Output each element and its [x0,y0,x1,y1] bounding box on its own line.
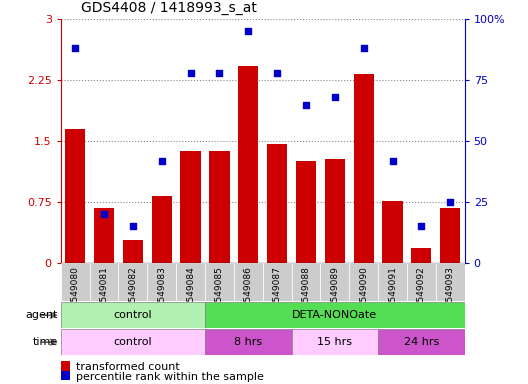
Text: GDS4408 / 1418993_s_at: GDS4408 / 1418993_s_at [81,2,257,15]
Text: GSM549092: GSM549092 [417,266,426,321]
Text: percentile rank within the sample: percentile rank within the sample [76,372,263,382]
Text: transformed count: transformed count [76,362,179,372]
Point [129,223,137,230]
Point [331,94,339,100]
Bar [118,263,147,301]
Bar [61,302,205,328]
Point [446,199,455,205]
Text: 8 hrs: 8 hrs [234,337,262,347]
Text: GSM549088: GSM549088 [301,266,310,321]
Point [71,45,79,51]
Bar [209,151,230,263]
Point [100,211,108,217]
Point [244,28,252,35]
Text: GSM549090: GSM549090 [359,266,368,321]
Bar [354,74,374,263]
Text: GSM549093: GSM549093 [446,266,455,321]
Bar [152,196,172,263]
Point [157,157,166,164]
Text: GSM549087: GSM549087 [272,266,281,321]
Bar [205,263,234,301]
Bar [291,263,320,301]
Bar [262,263,291,301]
Bar [234,263,263,301]
Text: DETA-NONOate: DETA-NONOate [292,310,378,320]
Bar [378,263,407,301]
Bar [349,263,378,301]
Bar [320,263,349,301]
Bar [176,263,205,301]
Text: GSM549084: GSM549084 [186,266,195,321]
Text: GSM549080: GSM549080 [71,266,80,321]
Point [417,223,426,230]
Bar [238,66,258,263]
Bar [267,144,287,263]
Bar [291,329,378,355]
Point [273,70,281,76]
Text: GSM549082: GSM549082 [128,266,137,321]
Bar [147,263,176,301]
Bar [122,240,143,263]
Bar [94,208,114,263]
Bar [296,161,316,263]
Bar [65,129,85,263]
Point [301,101,310,108]
Text: GSM549086: GSM549086 [244,266,253,321]
Bar [181,151,201,263]
Bar [205,329,291,355]
Text: GSM549081: GSM549081 [99,266,108,321]
Bar [61,329,205,355]
Bar [61,263,90,301]
Point [186,70,195,76]
Bar [436,263,465,301]
Text: control: control [114,310,152,320]
Text: GSM549091: GSM549091 [388,266,397,321]
Text: GSM549085: GSM549085 [215,266,224,321]
Bar [325,159,345,263]
Text: agent: agent [26,310,58,320]
Point [360,45,368,51]
Bar [382,201,403,263]
Text: GSM549089: GSM549089 [331,266,340,321]
Text: 24 hrs: 24 hrs [404,337,439,347]
Text: 15 hrs: 15 hrs [317,337,352,347]
Bar [205,302,465,328]
Text: GSM549083: GSM549083 [157,266,166,321]
Bar [378,329,465,355]
Bar [440,208,460,263]
Bar [90,263,118,301]
Point [215,70,224,76]
Text: time: time [33,337,58,347]
Bar [411,248,431,263]
Text: control: control [114,337,152,347]
Point [388,157,397,164]
Bar [407,263,436,301]
